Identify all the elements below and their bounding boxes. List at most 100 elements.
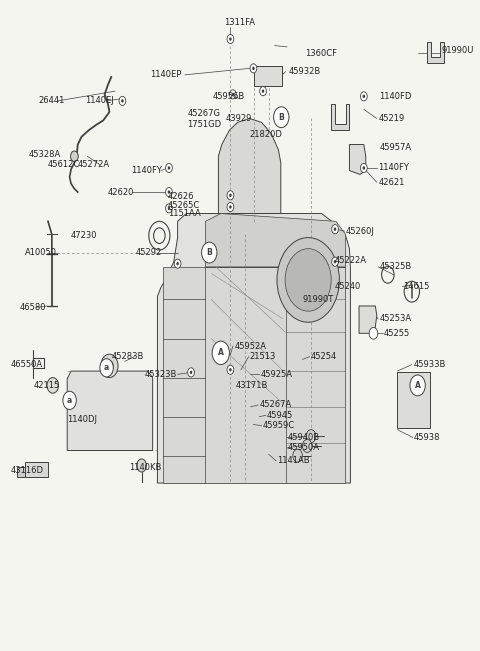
- Text: 45323B: 45323B: [144, 370, 177, 379]
- Text: 1140DJ: 1140DJ: [67, 415, 97, 424]
- Text: 43116D: 43116D: [11, 465, 44, 475]
- Text: 43929: 43929: [226, 114, 252, 123]
- Text: 45612C: 45612C: [48, 160, 80, 169]
- Circle shape: [119, 96, 126, 105]
- Text: 43171B: 43171B: [235, 381, 267, 390]
- Circle shape: [100, 359, 113, 377]
- Text: 1151AA: 1151AA: [168, 209, 201, 218]
- Circle shape: [250, 64, 257, 73]
- Circle shape: [202, 242, 217, 263]
- Text: 46550A: 46550A: [11, 360, 43, 369]
- Circle shape: [332, 257, 338, 266]
- Circle shape: [229, 37, 232, 41]
- Circle shape: [369, 327, 378, 339]
- Circle shape: [334, 260, 336, 264]
- Circle shape: [212, 341, 229, 365]
- Circle shape: [260, 87, 266, 96]
- Circle shape: [47, 378, 59, 393]
- Text: B: B: [278, 113, 284, 122]
- Circle shape: [227, 202, 234, 212]
- Text: 1140EP: 1140EP: [150, 70, 181, 79]
- Text: 1140KB: 1140KB: [129, 463, 161, 472]
- Circle shape: [262, 89, 264, 93]
- Text: 45950A: 45950A: [288, 443, 320, 452]
- Circle shape: [166, 163, 172, 173]
- Text: 91990T: 91990T: [302, 295, 334, 304]
- Text: 42626: 42626: [168, 192, 194, 201]
- Text: 45938: 45938: [414, 433, 440, 442]
- Circle shape: [137, 459, 146, 472]
- Circle shape: [168, 190, 170, 194]
- Text: 1140FY: 1140FY: [132, 166, 162, 175]
- Circle shape: [176, 262, 179, 266]
- Text: 45959C: 45959C: [263, 421, 295, 430]
- Text: 45260J: 45260J: [346, 227, 374, 236]
- Text: 45265C: 45265C: [168, 201, 200, 210]
- Bar: [254, 66, 282, 86]
- Circle shape: [285, 249, 331, 311]
- Bar: [163, 267, 345, 483]
- Circle shape: [188, 368, 194, 377]
- Circle shape: [168, 166, 170, 170]
- Text: 45267A: 45267A: [259, 400, 291, 409]
- Text: 45925A: 45925A: [260, 370, 292, 379]
- Circle shape: [231, 92, 234, 96]
- Circle shape: [252, 66, 255, 70]
- Text: 45945: 45945: [267, 411, 293, 420]
- Text: 1140EJ: 1140EJ: [85, 96, 114, 105]
- Circle shape: [166, 187, 172, 197]
- Text: 42620: 42620: [108, 187, 134, 197]
- Circle shape: [227, 191, 234, 200]
- Polygon shape: [205, 214, 346, 267]
- Text: 45956B: 45956B: [213, 92, 245, 101]
- Polygon shape: [349, 145, 366, 174]
- Circle shape: [293, 449, 302, 462]
- Circle shape: [334, 227, 336, 231]
- Text: 45255: 45255: [384, 329, 410, 338]
- Text: a: a: [104, 363, 109, 372]
- Text: 91990U: 91990U: [442, 46, 474, 55]
- Text: A: A: [415, 381, 420, 390]
- Circle shape: [362, 94, 365, 98]
- Text: 45957A: 45957A: [379, 143, 411, 152]
- Text: 45952A: 45952A: [234, 342, 266, 351]
- Circle shape: [166, 204, 172, 213]
- Circle shape: [121, 99, 124, 103]
- Circle shape: [227, 35, 234, 44]
- Text: 1360CF: 1360CF: [305, 49, 337, 58]
- Text: 45940B: 45940B: [288, 433, 320, 442]
- Text: 42115: 42115: [34, 381, 60, 390]
- Text: 45283B: 45283B: [111, 352, 144, 361]
- Text: 45253A: 45253A: [379, 314, 411, 324]
- Text: 45272A: 45272A: [78, 160, 110, 169]
- Circle shape: [306, 430, 316, 443]
- Text: 21513: 21513: [250, 352, 276, 361]
- Text: 45328A: 45328A: [29, 150, 61, 159]
- Text: 45292: 45292: [135, 248, 162, 257]
- Circle shape: [71, 151, 78, 161]
- Text: 45933B: 45933B: [414, 360, 446, 369]
- Circle shape: [229, 205, 232, 209]
- Polygon shape: [157, 214, 350, 483]
- Polygon shape: [359, 306, 377, 333]
- Circle shape: [410, 375, 425, 396]
- Text: 26441: 26441: [38, 96, 65, 105]
- Circle shape: [101, 354, 118, 378]
- Bar: [17, 467, 25, 477]
- Circle shape: [190, 370, 192, 374]
- Polygon shape: [218, 118, 281, 214]
- Text: 45222A: 45222A: [335, 256, 367, 265]
- Circle shape: [332, 225, 338, 234]
- Text: 45325B: 45325B: [379, 262, 411, 271]
- Polygon shape: [331, 104, 349, 130]
- Text: 1140FY: 1140FY: [378, 163, 409, 173]
- Circle shape: [63, 391, 76, 409]
- Circle shape: [360, 163, 367, 173]
- Circle shape: [106, 361, 113, 371]
- Text: 45254: 45254: [311, 352, 337, 361]
- Text: 45240: 45240: [335, 282, 361, 291]
- Circle shape: [362, 166, 365, 170]
- Polygon shape: [67, 371, 153, 450]
- Circle shape: [229, 90, 236, 99]
- Text: 45267G: 45267G: [187, 109, 220, 118]
